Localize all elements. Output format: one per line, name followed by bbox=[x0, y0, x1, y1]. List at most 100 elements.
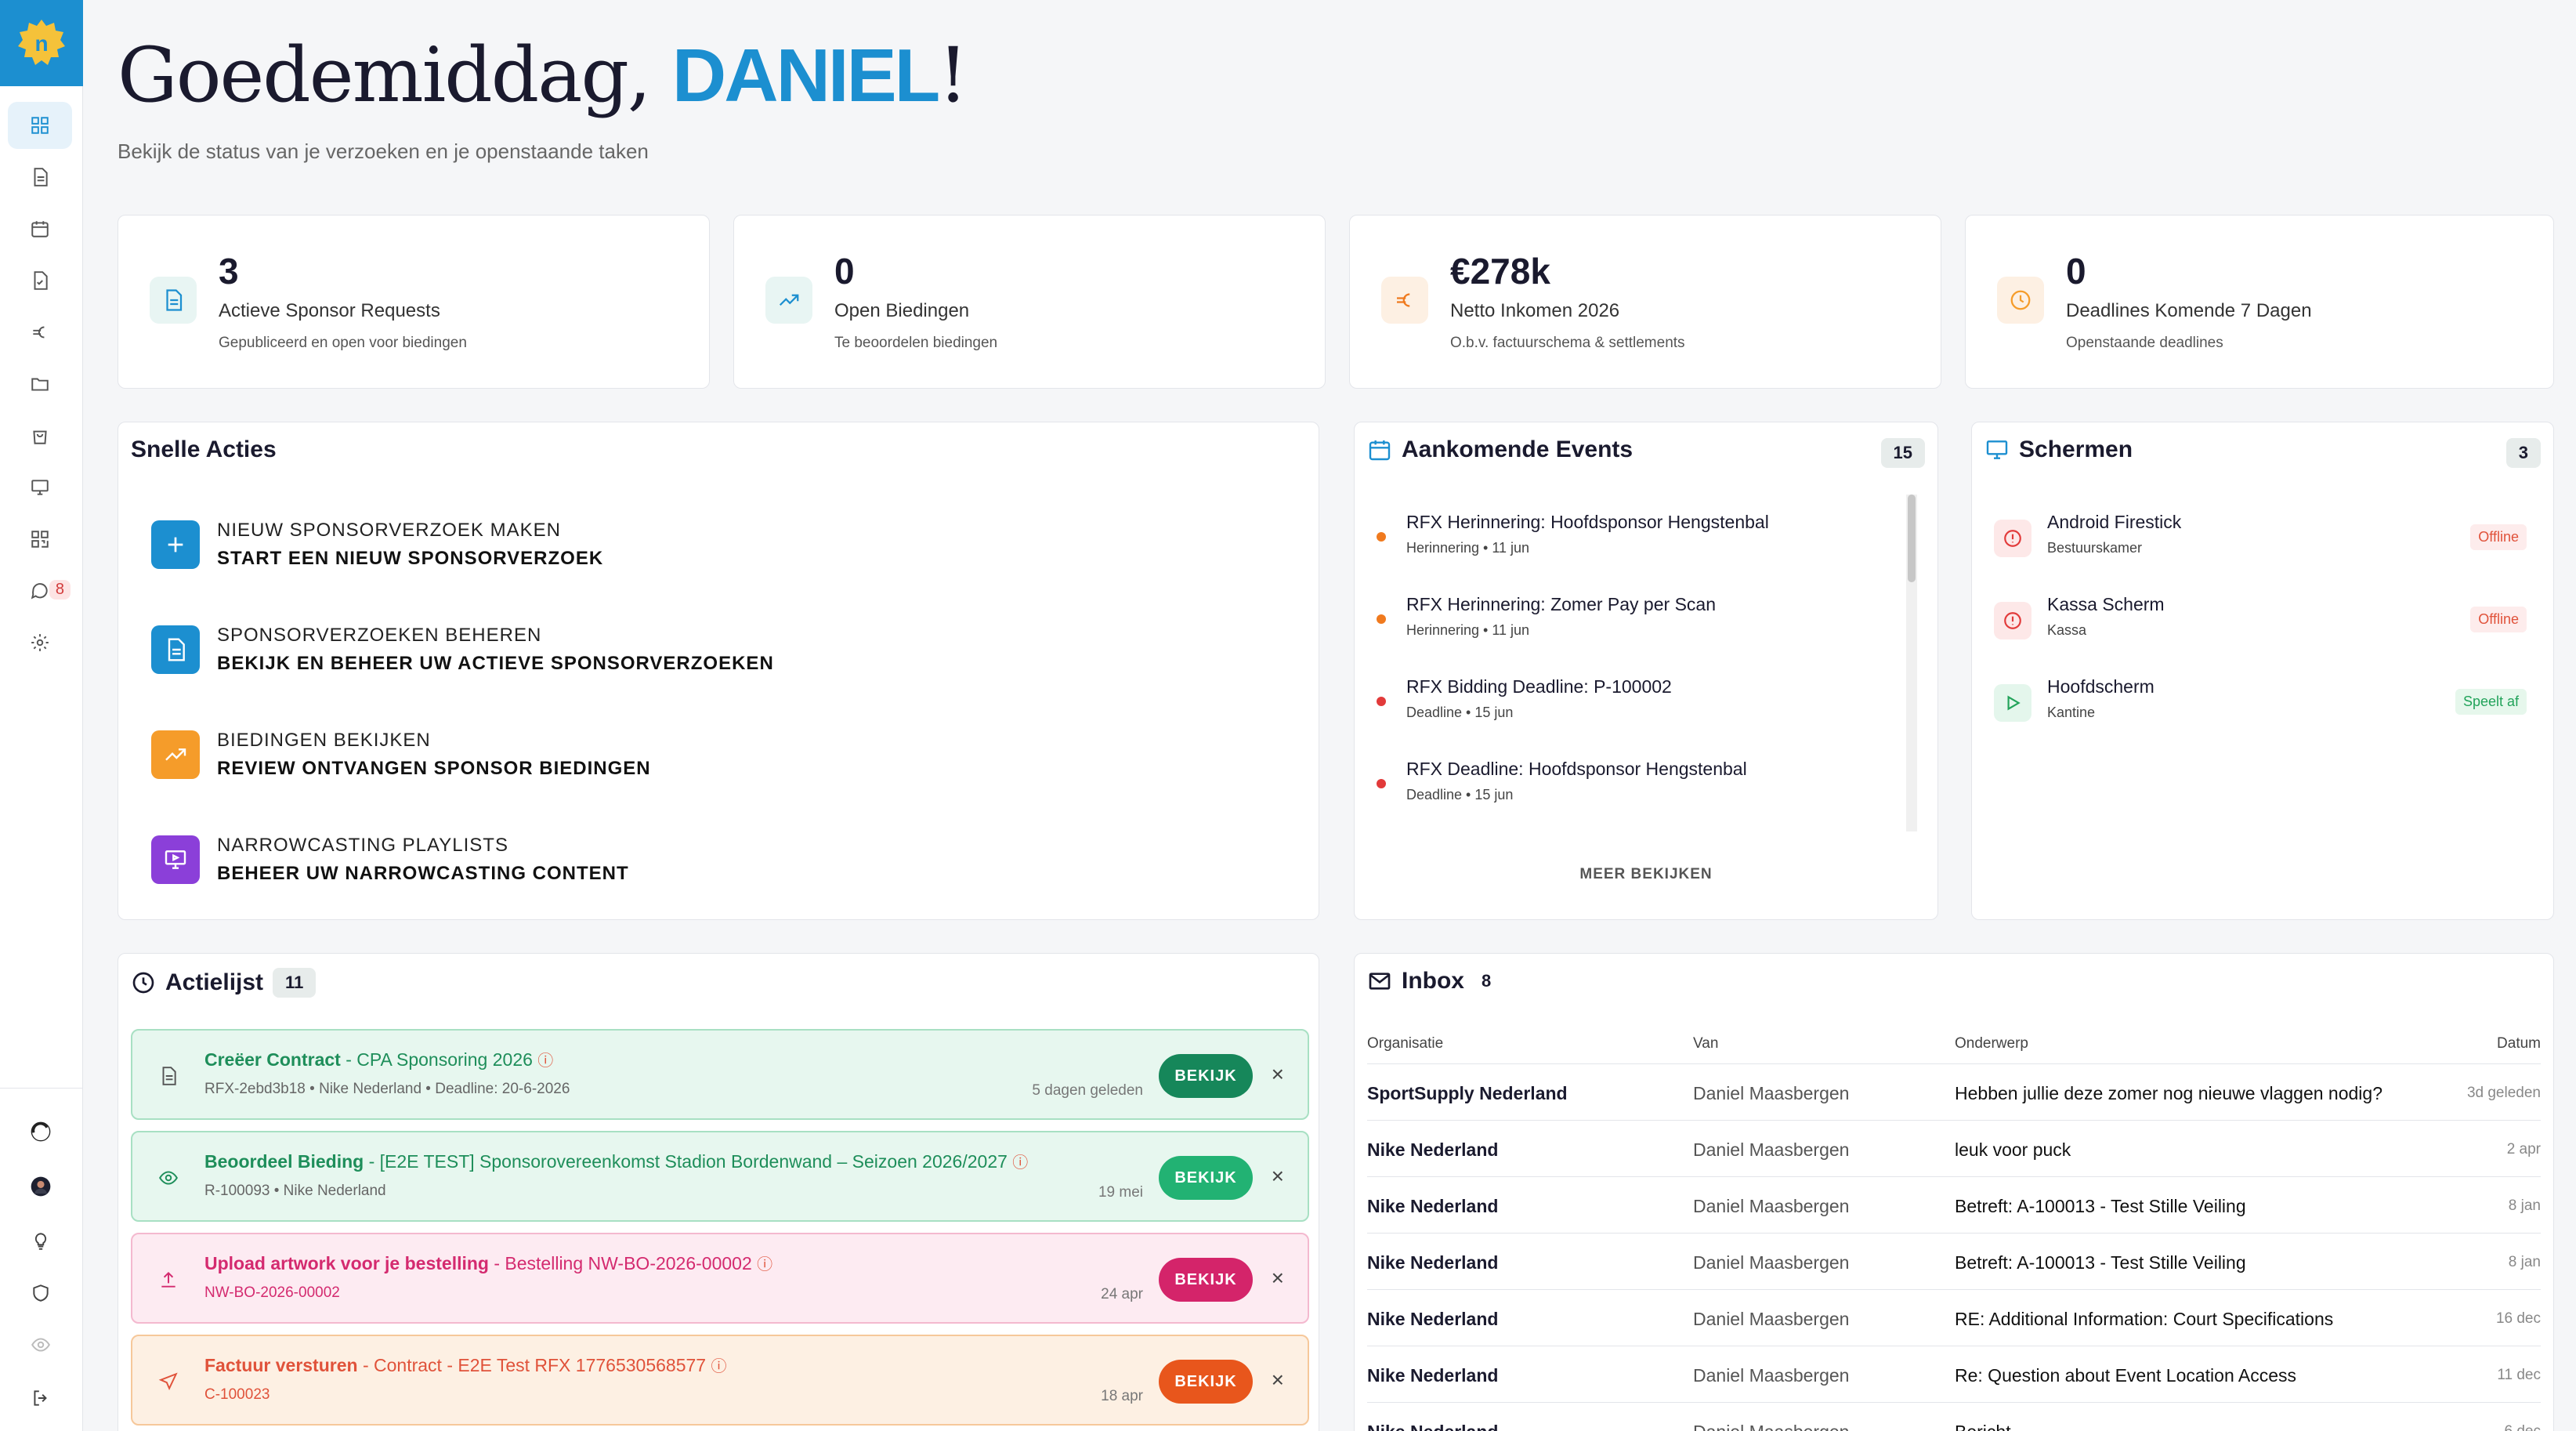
tips-button[interactable] bbox=[17, 1218, 64, 1265]
inbox-row[interactable]: Nike Nederland Daniel Maasbergen Bericht… bbox=[1367, 1402, 2541, 1431]
event-item[interactable]: RFX Herinnering: Hoofdsponsor Hengstenba… bbox=[1377, 512, 1894, 567]
svg-text:n: n bbox=[34, 31, 48, 56]
info-icon: ⓘ bbox=[1012, 1154, 1029, 1172]
dismiss-icon[interactable]: × bbox=[1271, 1266, 1284, 1290]
column-header-from[interactable]: Van bbox=[1693, 1035, 1719, 1052]
action-detail: - [E2E TEST] Sponsorovereenkomst Stadion… bbox=[364, 1151, 1008, 1172]
nav-contracts[interactable] bbox=[8, 257, 72, 304]
row-date: 6 dec bbox=[2505, 1423, 2541, 1431]
clock-icon bbox=[1997, 277, 2044, 324]
row-from: Daniel Maasbergen bbox=[1693, 1365, 1850, 1386]
row-from: Daniel Maasbergen bbox=[1693, 1139, 1850, 1160]
row-date: 11 dec bbox=[2497, 1367, 2541, 1383]
action-item[interactable]: Creëer Contract - CPA Sponsoring 2026 ⓘ … bbox=[131, 1029, 1309, 1120]
events-title: Aankomende Events bbox=[1402, 437, 1634, 462]
monitor-play-icon bbox=[151, 835, 200, 884]
action-meta: NW-BO-2026-00002 bbox=[204, 1284, 340, 1301]
event-dot bbox=[1377, 532, 1386, 542]
alert-icon bbox=[1994, 520, 2031, 557]
app-logo[interactable]: n bbox=[0, 0, 83, 86]
plus-icon bbox=[151, 520, 200, 569]
view-button[interactable]: BEKIJK bbox=[1159, 1360, 1253, 1404]
events-header: Aankomende Events bbox=[1367, 437, 1633, 463]
inbox-row[interactable]: Nike Nederland Daniel Maasbergen leuk vo… bbox=[1367, 1120, 2541, 1176]
row-organization: Nike Nederland bbox=[1367, 1139, 1499, 1160]
eye-icon bbox=[150, 1159, 187, 1197]
view-button[interactable]: BEKIJK bbox=[1159, 1156, 1253, 1200]
action-detail: - Contract - E2E Test RFX 1776530568577 bbox=[357, 1355, 707, 1375]
nav-settings[interactable] bbox=[8, 619, 72, 666]
visibility-button[interactable] bbox=[17, 1321, 64, 1368]
quick-action-view-bids[interactable]: BIEDINGEN BEKIJKEN REVIEW ONTVANGEN SPONS… bbox=[151, 723, 651, 786]
row-from: Daniel Maasbergen bbox=[1693, 1252, 1850, 1273]
quick-action-manage-requests[interactable]: SPONSORVERZOEKEN BEHEREN BEKIJK EN BEHEER… bbox=[151, 618, 774, 681]
security-button[interactable] bbox=[17, 1270, 64, 1317]
logout-button[interactable] bbox=[17, 1375, 64, 1422]
nav-screens[interactable] bbox=[8, 464, 72, 511]
inbox-row[interactable]: Nike Nederland Daniel Maasbergen RE: Add… bbox=[1367, 1289, 2541, 1346]
user-avatar[interactable] bbox=[17, 1163, 64, 1210]
nav-calendar[interactable] bbox=[8, 205, 72, 252]
org-logo-icon bbox=[31, 1121, 51, 1142]
inbox-row[interactable]: Nike Nederland Daniel Maasbergen Betreft… bbox=[1367, 1233, 2541, 1289]
scrollbar-thumb[interactable] bbox=[1908, 495, 1916, 582]
inbox-row[interactable]: Nike Nederland Daniel Maasbergen Betreft… bbox=[1367, 1176, 2541, 1233]
action-item[interactable]: Upload artwork voor je bestelling - Best… bbox=[131, 1233, 1309, 1324]
column-header-date[interactable]: Datum bbox=[2497, 1035, 2541, 1052]
quick-action-playlists[interactable]: NARROWCASTING PLAYLISTS BEHEER UW NARROWC… bbox=[151, 828, 629, 891]
inbox-row[interactable]: SportSupply Nederland Daniel Maasbergen … bbox=[1367, 1063, 2541, 1120]
organization-avatar[interactable] bbox=[17, 1108, 64, 1155]
dismiss-icon[interactable]: × bbox=[1271, 1062, 1284, 1086]
action-item[interactable]: Beoordeel Bieding - [E2E TEST] Sponsorov… bbox=[131, 1131, 1309, 1222]
screen-item[interactable]: Android Firestick Bestuurskamer Offline bbox=[1994, 512, 2527, 567]
stat-card-bids[interactable]: 0 Open Biedingen Te beoordelen biedingen bbox=[733, 215, 1326, 389]
document-icon bbox=[150, 1057, 187, 1095]
dismiss-icon[interactable]: × bbox=[1271, 1368, 1284, 1392]
nav-dashboard[interactable] bbox=[8, 102, 72, 149]
action-meta: C-100023 bbox=[204, 1386, 270, 1403]
nav-messages[interactable]: 8 bbox=[8, 567, 72, 614]
screen-item[interactable]: Hoofdscherm Kantine Speelt af bbox=[1994, 676, 2527, 731]
column-header-subject[interactable]: Onderwerp bbox=[1955, 1035, 2028, 1052]
row-from: Daniel Maasbergen bbox=[1693, 1196, 1850, 1216]
row-date: 2 apr bbox=[2506, 1141, 2541, 1157]
greeting: Goedemiddag, bbox=[118, 31, 651, 119]
screen-location: Kantine bbox=[2047, 705, 2096, 720]
screen-item[interactable]: Kassa Scherm Kassa Offline bbox=[1994, 594, 2527, 649]
nav-finance[interactable] bbox=[8, 309, 72, 356]
stat-card-requests[interactable]: 3 Actieve Sponsor Requests Gepubliceerd … bbox=[118, 215, 710, 389]
qr-code-icon bbox=[31, 531, 49, 548]
stat-card-deadlines[interactable]: 0 Deadlines Komende 7 Dagen Openstaande … bbox=[1965, 215, 2554, 389]
nav-qr[interactable] bbox=[8, 516, 72, 563]
event-dot bbox=[1377, 697, 1386, 706]
view-button[interactable]: BEKIJK bbox=[1159, 1054, 1253, 1098]
nav-folders[interactable] bbox=[8, 360, 72, 408]
action-item[interactable]: Factuur versturen - Contract - E2E Test … bbox=[131, 1335, 1309, 1426]
inbox-row[interactable]: Nike Nederland Daniel Maasbergen Re: Que… bbox=[1367, 1346, 2541, 1402]
stat-card-income[interactable]: €278k Netto Inkomen 2026 O.b.v. factuurs… bbox=[1349, 215, 1941, 389]
row-subject: Re: Question about Event Location Access bbox=[1955, 1365, 2296, 1386]
row-date: 16 dec bbox=[2495, 1310, 2541, 1327]
event-sub: Deadline • 15 jun bbox=[1406, 787, 1514, 802]
event-sub: Herinnering • 11 jun bbox=[1406, 622, 1530, 638]
quick-action-new-request[interactable]: NIEUW SPONSORVERZOEK MAKEN START EEN NIEU… bbox=[151, 513, 603, 576]
event-item[interactable]: RFX Bidding Deadline: P-100002 Deadline … bbox=[1377, 676, 1894, 731]
stat-value: 0 bbox=[834, 251, 855, 292]
screens-title: Schermen bbox=[2019, 437, 2133, 462]
event-item[interactable]: RFX Deadline: Hoofdsponsor Hengstenbal D… bbox=[1377, 759, 1894, 813]
dismiss-icon[interactable]: × bbox=[1271, 1164, 1284, 1188]
row-subject: Betreft: A-100013 - Test Stille Veiling bbox=[1955, 1252, 2246, 1273]
events-more-link[interactable]: MEER BEKIJKEN bbox=[1579, 866, 1713, 882]
quick-action-desc: START EEN NIEUW SPONSORVERZOEK bbox=[217, 548, 604, 569]
send-icon bbox=[150, 1363, 187, 1400]
column-header-organization[interactable]: Organisatie bbox=[1367, 1035, 1444, 1052]
nav-requests[interactable] bbox=[8, 154, 72, 201]
event-dot bbox=[1377, 614, 1386, 624]
event-title: RFX Herinnering: Zomer Pay per Scan bbox=[1406, 594, 1716, 614]
events-scrollbar[interactable] bbox=[1906, 495, 1917, 831]
stat-sub: Openstaande deadlines bbox=[2066, 335, 2223, 351]
event-item[interactable]: RFX Herinnering: Zomer Pay per Scan Heri… bbox=[1377, 594, 1894, 649]
nav-orders[interactable] bbox=[8, 412, 72, 459]
action-list-title: Actielijst bbox=[165, 969, 264, 995]
view-button[interactable]: BEKIJK bbox=[1159, 1258, 1253, 1302]
